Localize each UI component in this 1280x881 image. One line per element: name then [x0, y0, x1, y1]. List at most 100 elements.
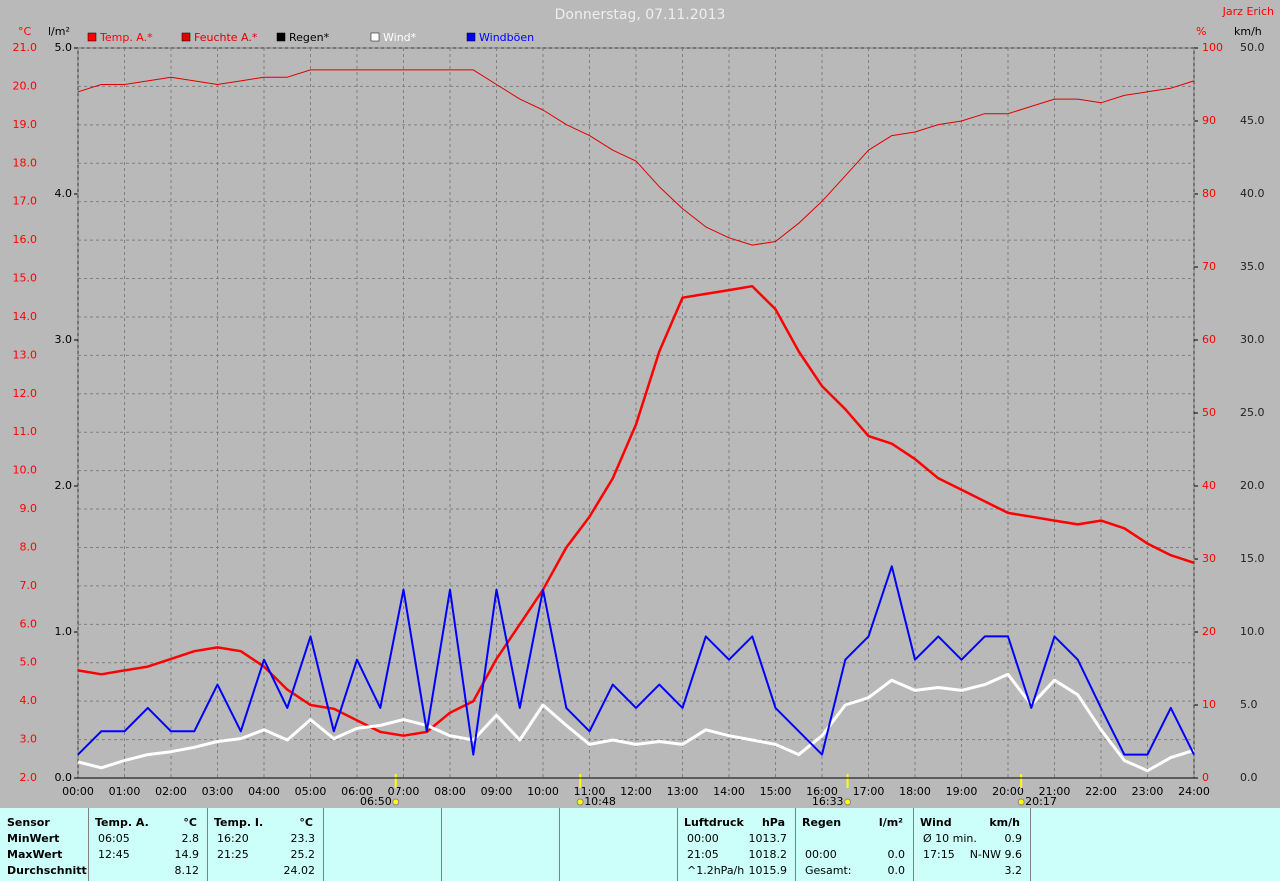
y3-tick-label: 20 [1202, 625, 1216, 638]
author: Jarz Erich [1222, 5, 1274, 18]
y-tick-label: 15.0 [13, 272, 38, 285]
event-label: 20:17 [1025, 795, 1057, 808]
cell-value: 2.8 [181, 832, 200, 845]
cell-value: 1013.7 [748, 832, 788, 845]
column-unit: l/m² [878, 816, 903, 829]
row-label: MinWert [7, 832, 60, 845]
x-tick-label: 04:00 [248, 785, 280, 798]
y4-tick-label: 10.0 [1240, 625, 1265, 638]
legend-label: Temp. A.* [99, 31, 153, 44]
y-tick-label: 21.0 [13, 41, 38, 54]
cell-value: 0.0 [887, 864, 906, 877]
y3-tick-label: 60 [1202, 333, 1216, 346]
separator [677, 808, 678, 881]
cell-time: Ø 10 min. [923, 832, 977, 845]
y4-tick-label: 30.0 [1240, 333, 1265, 346]
chart-title: Donnerstag, 07.11.2013 [555, 7, 726, 23]
y2-tick-label: 1.0 [55, 625, 73, 638]
x-tick-label: 23:00 [1132, 785, 1164, 798]
row-label: Durchschnitt [7, 864, 87, 877]
separator [913, 808, 914, 881]
x-tick-label: 06:00 [341, 785, 373, 798]
x-tick-label: 16:00 [806, 785, 838, 798]
y-tick-label: 2.0 [20, 771, 38, 784]
series-line [77, 284, 1195, 737]
axis-label: % [1196, 25, 1206, 38]
y2-tick-label: 3.0 [55, 333, 73, 346]
separator [441, 808, 442, 881]
x-tick-label: 18:00 [899, 785, 931, 798]
event-icon [1017, 798, 1025, 806]
cell-value: 25.2 [290, 848, 316, 861]
cell-value: 0.9 [1004, 832, 1023, 845]
column-header: Sensor [7, 816, 50, 829]
x-tick-label: 19:00 [946, 785, 978, 798]
series-line [77, 565, 1195, 756]
cell-value: 1015.9 [748, 864, 788, 877]
x-tick-label: 01:00 [109, 785, 141, 798]
event-icon [844, 798, 852, 806]
column-header: Wind [920, 816, 952, 829]
y-tick-label: 18.0 [13, 156, 38, 169]
legend-swatch [181, 32, 191, 42]
cell-value: 14.9 [174, 848, 200, 861]
y4-tick-label: 45.0 [1240, 114, 1265, 127]
y4-tick-label: 5.0 [1240, 698, 1258, 711]
x-tick-label: 05:00 [295, 785, 327, 798]
column-unit: °C [299, 816, 313, 829]
event-icon [576, 798, 584, 806]
x-tick-label: 08:00 [434, 785, 466, 798]
legend-label: Regen* [289, 31, 330, 44]
cell-value: N-NW 9.6 [969, 848, 1022, 861]
x-tick-label: 21:00 [1039, 785, 1071, 798]
axis-label: °C [18, 25, 32, 38]
cell-value: 0.0 [887, 848, 906, 861]
x-tick-label: 12:00 [620, 785, 652, 798]
y4-tick-label: 20.0 [1240, 479, 1265, 492]
y-tick-label: 6.0 [20, 617, 38, 630]
series-line [77, 69, 1195, 246]
x-tick-label: 15:00 [760, 785, 792, 798]
column-unit: km/h [989, 816, 1020, 829]
cell-value: 1018.2 [748, 848, 788, 861]
y-tick-label: 10.0 [13, 464, 38, 477]
cell-time: Gesamt: [805, 864, 852, 877]
cell-time: 00:00 [687, 832, 719, 845]
x-tick-label: 20:00 [992, 785, 1024, 798]
x-tick-label: 22:00 [1085, 785, 1117, 798]
separator [795, 808, 796, 881]
axis-label: km/h [1234, 25, 1262, 38]
y-tick-label: 17.0 [13, 195, 38, 208]
x-tick-label: 10:00 [527, 785, 559, 798]
y3-tick-label: 80 [1202, 187, 1216, 200]
cell-time: 06:05 [98, 832, 130, 845]
y2-tick-label: 4.0 [55, 187, 73, 200]
cell-time: 17:15 [923, 848, 955, 861]
axis-label: l/m² [48, 25, 70, 38]
x-tick-label: 09:00 [481, 785, 513, 798]
legend-label: Windböen [479, 31, 534, 44]
legend-swatch [87, 32, 97, 42]
y3-tick-label: 40 [1202, 479, 1216, 492]
y-tick-label: 7.0 [20, 579, 38, 592]
summary-table: Sensor MinWert MaxWert Durchschnitt Temp. A.… [0, 808, 1280, 881]
legend-swatch [466, 32, 476, 42]
x-tick-label: 14:00 [713, 785, 745, 798]
y-tick-label: 19.0 [13, 118, 38, 131]
column-unit: °C [183, 816, 197, 829]
y-tick-label: 9.0 [20, 502, 38, 515]
y3-tick-label: 100 [1202, 41, 1223, 54]
y3-tick-label: 10 [1202, 698, 1216, 711]
cell-time: 21:05 [687, 848, 719, 861]
separator [207, 808, 208, 881]
y-tick-label: 12.0 [13, 387, 38, 400]
y-tick-label: 11.0 [13, 425, 38, 438]
y-tick-label: 4.0 [20, 694, 38, 707]
cell-time: 21:25 [217, 848, 249, 861]
y-tick-label: 14.0 [13, 310, 38, 323]
separator [88, 808, 89, 881]
column-header: Luftdruck [684, 816, 744, 829]
chart: Donnerstag, 07.11.2013 Jarz Erich °C l/m… [12, 5, 1275, 808]
x-tick-label: 24:00 [1178, 785, 1210, 798]
cell-time: 00:00 [805, 848, 837, 861]
